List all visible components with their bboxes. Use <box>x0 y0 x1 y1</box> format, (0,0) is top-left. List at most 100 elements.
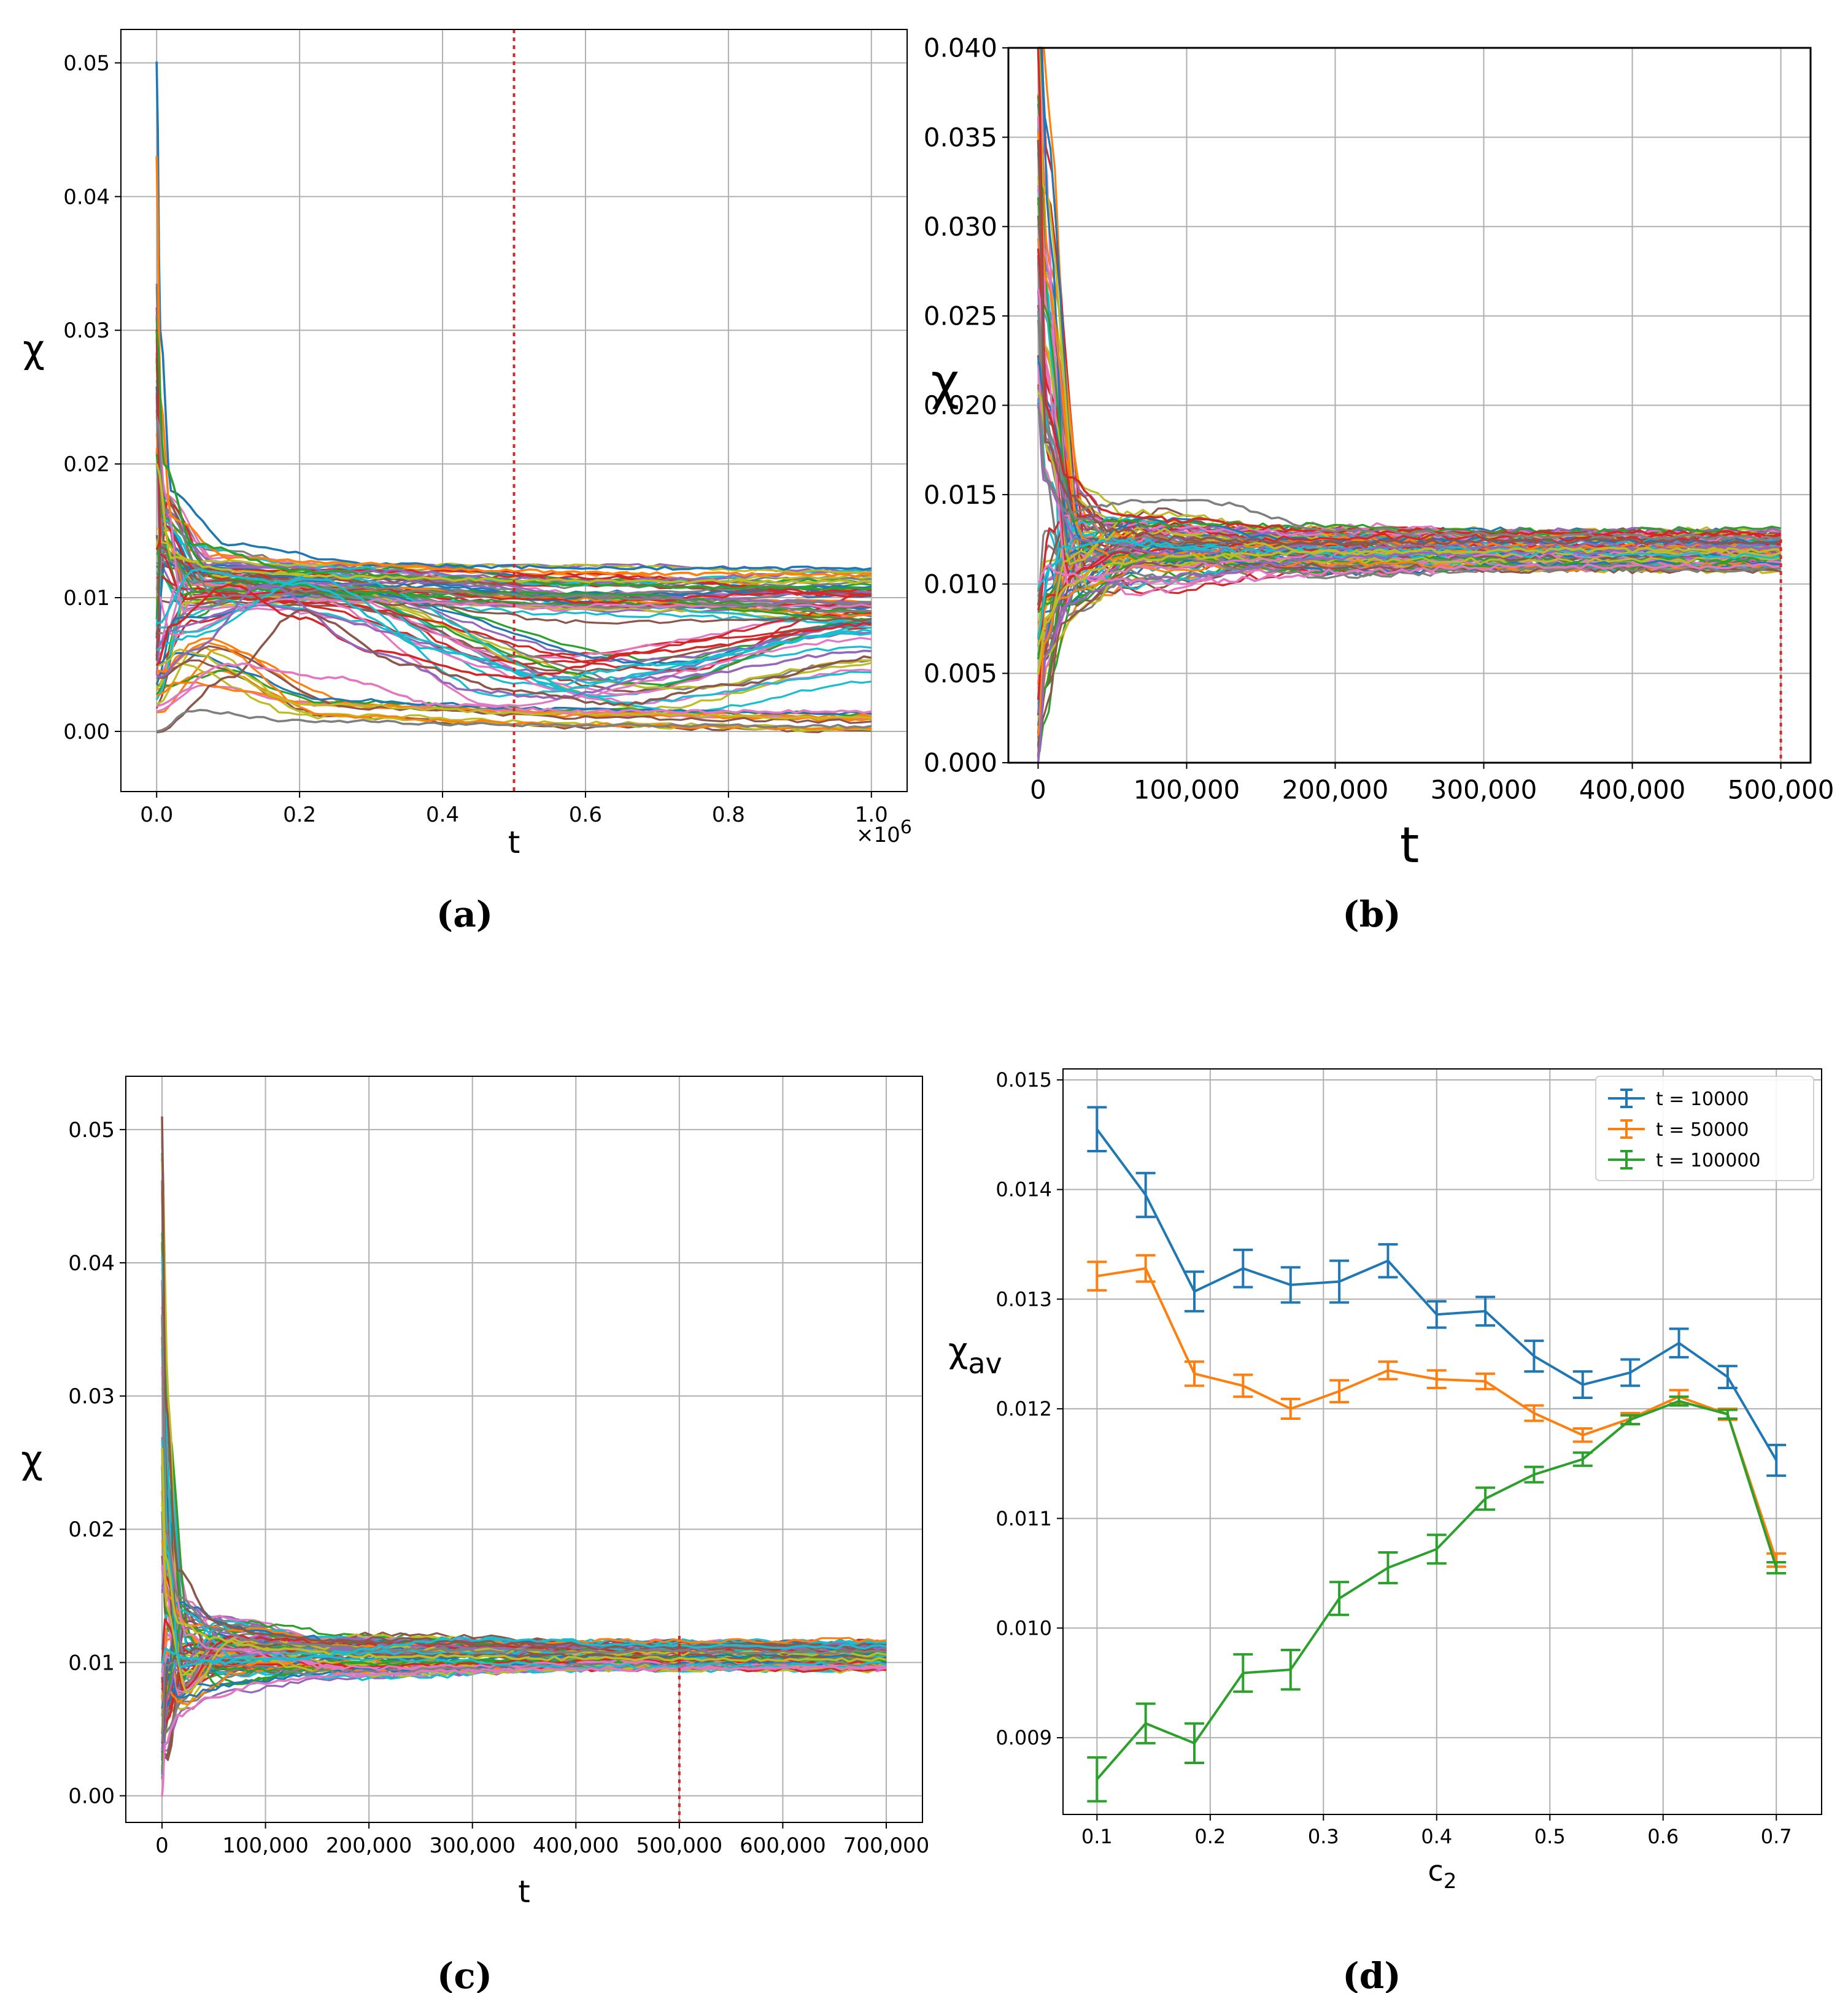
panel-b-chart: 0 100,000 200,000 300,000 400,000 500,000 0.00… <box>924 33 1834 874</box>
legend-label: t = 10000 <box>1656 1089 1749 1110</box>
series-line-s4 <box>155 584 872 680</box>
y-tick-label: 0.015 <box>924 480 997 510</box>
errorbar-point <box>1524 1340 1544 1373</box>
panel-c-series <box>161 1116 887 1797</box>
legend-item: t = 10000 <box>1608 1089 1749 1110</box>
x-tick-label: 0.2 <box>1194 1825 1226 1848</box>
panel-c-chart: 0 100,000 200,000 300,000 400,000 500,000 600,… <box>21 1076 929 1910</box>
trajectory-line <box>156 662 872 733</box>
y-tick-label: 0.014 <box>996 1178 1052 1201</box>
y-tick-label: 0.04 <box>63 185 110 209</box>
series-line-s5 <box>1037 406 1781 541</box>
errorbar-point <box>1184 1722 1204 1765</box>
panel-d-y-label: χav <box>948 1331 1002 1380</box>
errorbar-point <box>1329 1259 1350 1304</box>
trajectory-line <box>161 1349 887 1670</box>
errorbar-point <box>1717 1365 1738 1389</box>
x-tick-label: 400,000 <box>533 1833 619 1858</box>
x-tick-label: 0.8 <box>712 803 745 827</box>
series-line-s6 <box>1037 546 1781 675</box>
y-tick-label: 0.005 <box>924 658 997 688</box>
trajectory-line <box>155 417 872 614</box>
errorbar-point <box>1475 1295 1496 1327</box>
panel-b-y-label: χ <box>931 353 959 411</box>
errorbar-point <box>1620 1358 1641 1387</box>
legend-box <box>1595 1076 1814 1181</box>
x-tick-label: 500,000 <box>636 1833 723 1858</box>
y-tick-label: 0.011 <box>996 1507 1052 1530</box>
x-tick-label: 0.0 <box>140 803 173 827</box>
x-tick-label: 1.0 <box>855 803 888 827</box>
errorbar-point <box>1087 1106 1107 1153</box>
panel-a-frame <box>120 29 908 792</box>
panel-b-ticks: 0 100,000 200,000 300,000 400,000 500,000 0.00… <box>924 33 1834 805</box>
errorbar-point <box>1184 1270 1204 1313</box>
errorbar-point <box>1378 1243 1398 1279</box>
x-tick-label: 100,000 <box>222 1833 309 1858</box>
errorbar-point <box>1669 1395 1689 1407</box>
errorbar-point <box>1766 1561 1787 1575</box>
trajectory-line <box>155 453 872 614</box>
series-line-s1 <box>155 61 872 571</box>
errorbar-point <box>1717 1408 1738 1420</box>
y-tick-label: 0.030 <box>924 212 997 242</box>
errorbar-point <box>1426 1533 1447 1565</box>
errorbar-point <box>1135 1254 1156 1283</box>
panel-c-grid <box>126 1076 922 1822</box>
errorbar-point <box>1378 1551 1398 1584</box>
panel-d-legend: t = 10000 t = 50000 t = 100000 <box>1595 1076 1814 1181</box>
panel-a-series <box>155 61 872 734</box>
errorbar-point <box>1233 1653 1253 1693</box>
errorbar-point <box>1087 1260 1107 1292</box>
errorbar-point <box>1620 1414 1641 1425</box>
errorbar-point <box>1135 1702 1156 1744</box>
legend-item: t = 50000 <box>1608 1119 1749 1141</box>
series-line-s4 <box>161 1448 887 1663</box>
errorbar-point <box>1426 1369 1447 1389</box>
trajectory-line <box>1037 310 1782 580</box>
errorbar-point <box>1087 1756 1107 1803</box>
errorbar-point <box>1475 1486 1496 1511</box>
trajectory-line <box>155 283 872 584</box>
y-tick-label: 0.03 <box>68 1384 115 1409</box>
x-tick-label: 400,000 <box>1579 774 1686 804</box>
panel-d-ticks: 0.1 0.2 0.3 0.4 0.5 0.6 0.7 0.009 0.010 0.011 0.01… <box>996 1068 1792 1848</box>
y-tick-label: 0.05 <box>68 1118 115 1143</box>
errorbar-point <box>1184 1360 1204 1387</box>
y-tick-label: 0.025 <box>924 301 997 331</box>
trajectory-line <box>161 1608 887 1759</box>
errorbar-point <box>1233 1373 1253 1398</box>
y-tick-label: 0.03 <box>63 318 110 343</box>
errorbar-point <box>1329 1581 1350 1616</box>
x-tick-label: 100,000 <box>1134 774 1240 804</box>
x-tick-label: 600,000 <box>740 1833 826 1858</box>
y-tick-label: 0.013 <box>996 1287 1052 1311</box>
y-tick-label: 0.010 <box>924 569 997 599</box>
series-line-s9 <box>155 463 872 585</box>
errorbar-point <box>1572 1451 1593 1467</box>
trajectory-line <box>155 545 872 661</box>
series-line-s7 <box>156 662 872 714</box>
errorbar-point <box>1766 1443 1787 1477</box>
caption-a: (a) <box>436 893 493 935</box>
x-tick-label: 0.3 <box>1308 1825 1339 1848</box>
errorbar-point <box>1524 1404 1544 1422</box>
x-tick-label: 200,000 <box>326 1833 412 1858</box>
errorbar-point <box>1280 1648 1301 1691</box>
series-line-s6 <box>156 609 872 734</box>
series-line-s5 <box>161 1636 887 1665</box>
x-tick-label: 200,000 <box>1282 774 1389 804</box>
panel-d-frame <box>1062 1068 1822 1815</box>
x-tick-label: 0.7 <box>1761 1825 1792 1848</box>
x-tick-label: 0.6 <box>1647 1825 1679 1848</box>
panel-d-x-label: c2 <box>1428 1854 1457 1894</box>
errorbar-point <box>1475 1372 1496 1390</box>
panel-c-x-label: t <box>518 1874 530 1910</box>
errorbar-point <box>1426 1300 1447 1329</box>
x-tick-label: 0.6 <box>569 803 602 827</box>
x-tick-label: 300,000 <box>1431 774 1537 804</box>
series-line-s2 <box>161 1665 887 1797</box>
x-tick-label: 0 <box>155 1833 169 1858</box>
errorbar-point <box>1135 1171 1156 1219</box>
